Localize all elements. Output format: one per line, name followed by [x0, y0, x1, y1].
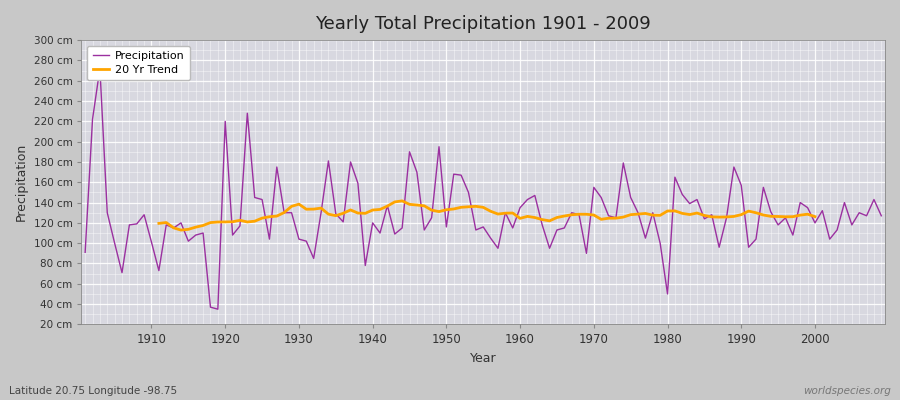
Line: Precipitation: Precipitation — [86, 68, 881, 309]
20 Yr Trend — [810, 214, 821, 219]
20 Yr Trend — [397, 198, 408, 203]
Line: 20 Yr Trend: 20 Yr Trend — [159, 201, 815, 230]
Precipitation — [146, 240, 157, 244]
X-axis label: Year: Year — [470, 352, 497, 365]
Precipitation — [80, 250, 91, 255]
20 Yr Trend — [360, 211, 371, 216]
20 Yr Trend — [728, 214, 739, 219]
Text: worldspecies.org: worldspecies.org — [803, 386, 891, 396]
Precipitation — [360, 263, 371, 268]
20 Yr Trend — [714, 215, 724, 220]
Legend: Precipitation, 20 Yr Trend: Precipitation, 20 Yr Trend — [87, 46, 190, 80]
Precipitation — [876, 213, 886, 218]
Text: Latitude 20.75 Longitude -98.75: Latitude 20.75 Longitude -98.75 — [9, 386, 177, 396]
Y-axis label: Precipitation: Precipitation — [15, 143, 28, 221]
Precipitation — [529, 193, 540, 198]
20 Yr Trend — [176, 228, 186, 232]
20 Yr Trend — [626, 212, 636, 217]
20 Yr Trend — [154, 221, 165, 226]
Precipitation — [316, 210, 327, 215]
Precipitation — [618, 160, 629, 165]
Precipitation — [522, 197, 533, 202]
Precipitation — [94, 66, 105, 71]
20 Yr Trend — [249, 219, 260, 224]
20 Yr Trend — [795, 213, 806, 218]
Title: Yearly Total Precipitation 1901 - 2009: Yearly Total Precipitation 1901 - 2009 — [315, 15, 651, 33]
Precipitation — [212, 307, 223, 312]
